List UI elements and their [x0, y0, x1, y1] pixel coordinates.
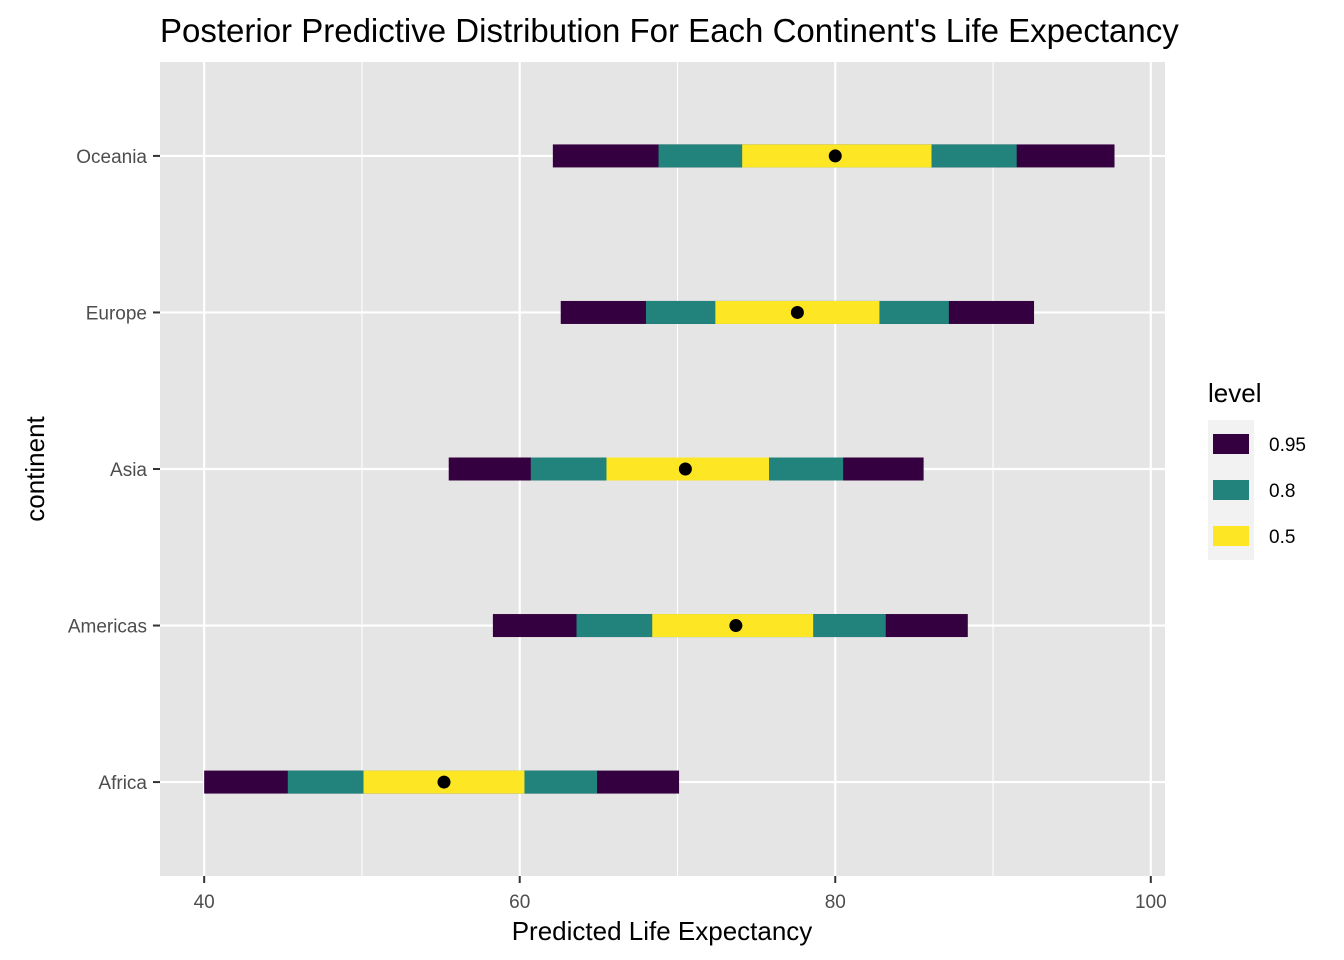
y-axis: Africa Americas Asia Europe Oceania [68, 147, 160, 794]
legend-swatch [1213, 434, 1249, 454]
legend-title: level [1208, 378, 1261, 408]
x-tick-label: 60 [509, 892, 530, 913]
x-axis: 40 60 80 100 [194, 876, 1167, 913]
y-tick-label: Oceania [76, 147, 147, 168]
x-tick-label: 100 [1135, 892, 1167, 913]
point-oceania [828, 149, 842, 163]
point-europe [790, 305, 804, 319]
chart-title: Posterior Predictive Distribution For Ea… [160, 12, 1179, 49]
point-asia [678, 462, 692, 476]
y-tick-label: Americas [68, 617, 147, 638]
point-africa [437, 775, 451, 789]
legend-label: 0.5 [1269, 527, 1295, 548]
points [437, 149, 842, 789]
y-tick-label: Europe [86, 303, 147, 324]
legend-label: 0.8 [1269, 481, 1295, 502]
x-tick-label: 80 [825, 892, 846, 913]
y-tick-label: Africa [98, 773, 147, 794]
legend-swatch [1213, 480, 1249, 500]
point-americas [729, 619, 743, 633]
x-tick-label: 40 [194, 892, 215, 913]
y-tick-label: Asia [110, 460, 147, 481]
y-axis-title: continent [20, 415, 50, 521]
legend: level 0.95 0.8 0.5 [1208, 378, 1306, 560]
legend-label: 0.95 [1269, 435, 1306, 456]
legend-swatch [1213, 526, 1249, 546]
x-axis-title: Predicted Life Expectancy [512, 916, 813, 946]
